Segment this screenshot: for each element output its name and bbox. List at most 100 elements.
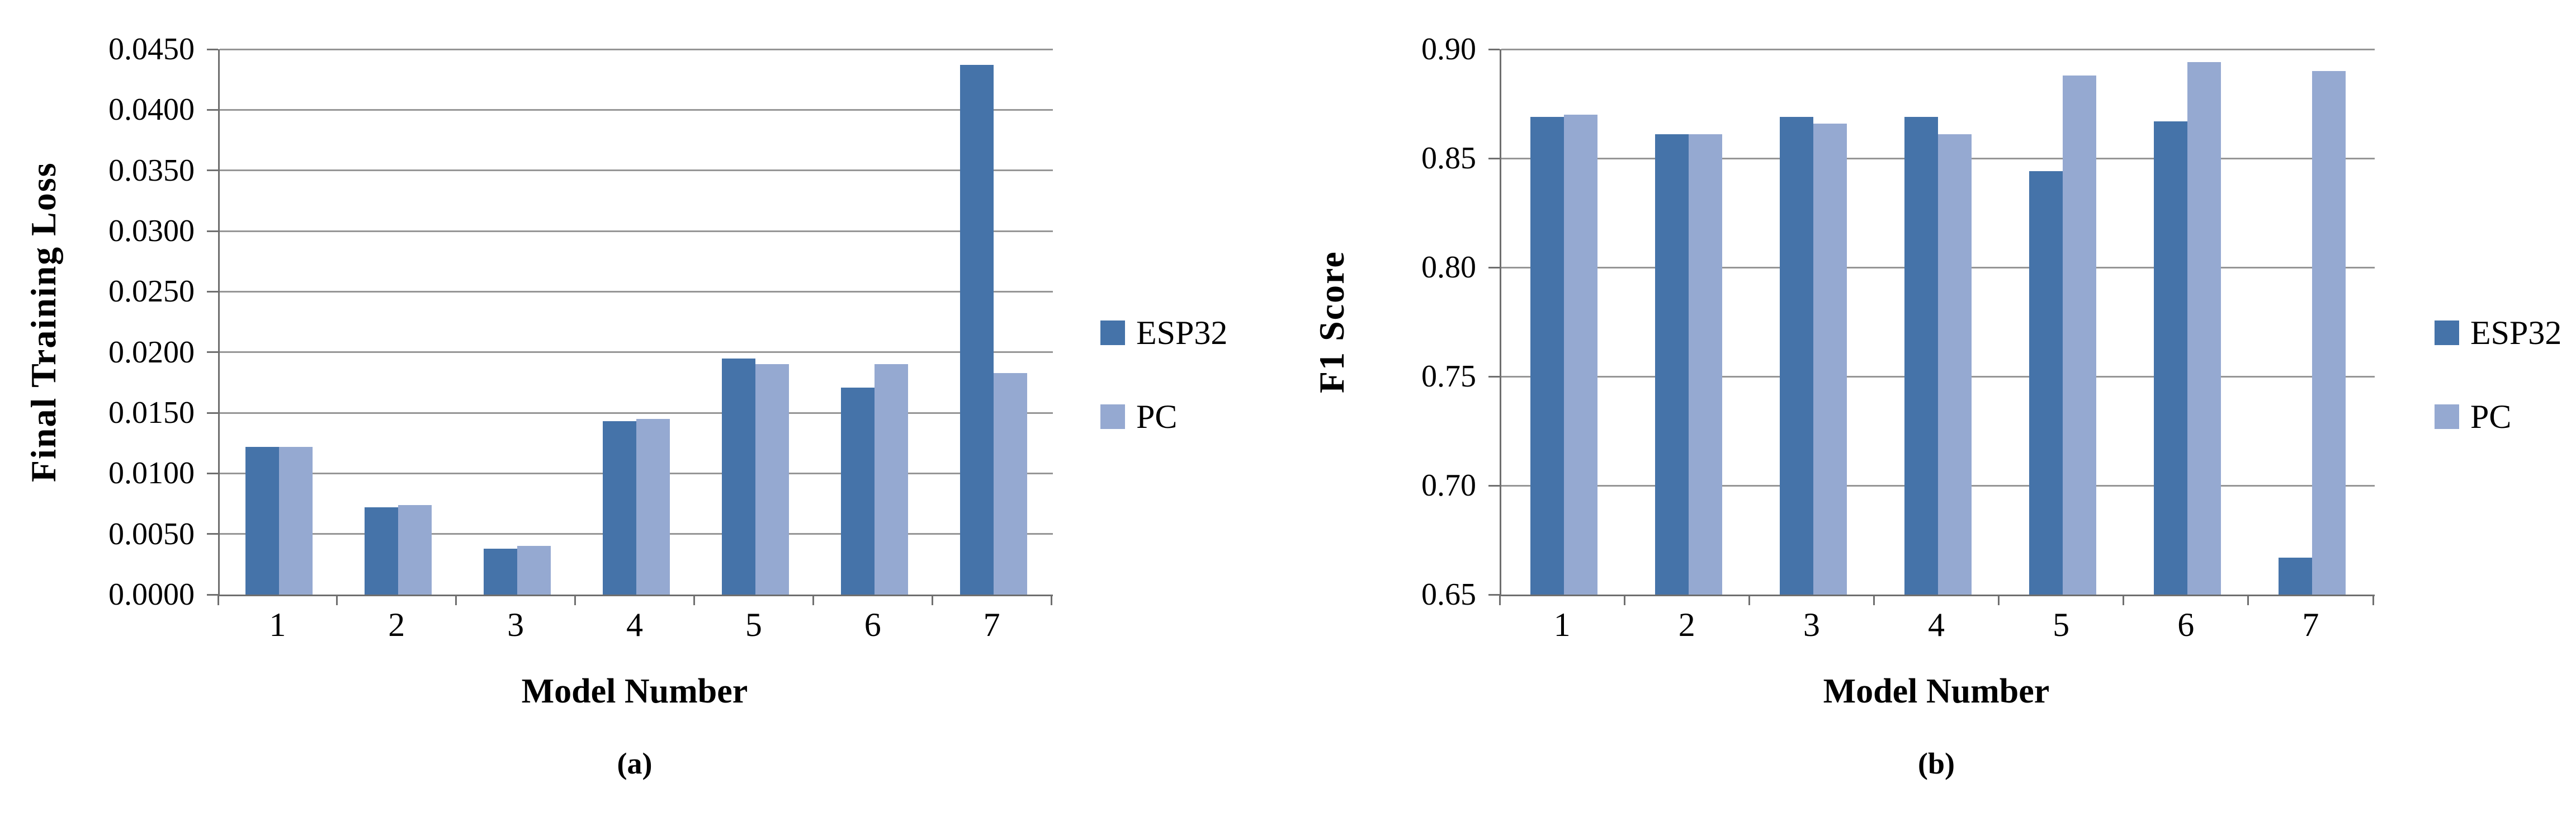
x-tick-label: 3 xyxy=(507,606,524,643)
legend-swatch-pc xyxy=(2435,404,2459,429)
bar-pc-model-4 xyxy=(636,418,670,595)
y-axis-tick xyxy=(1488,48,1500,50)
x-axis-tick xyxy=(2372,595,2374,605)
bar-pc-model-2 xyxy=(398,505,432,595)
bar-esp32-model-6 xyxy=(840,387,875,595)
x-axis-tick xyxy=(1748,595,1750,605)
y-tick-label: 0.75 xyxy=(1421,359,1476,394)
x-axis-tick xyxy=(574,595,576,605)
legend-label: PC xyxy=(1136,398,1178,435)
legend-swatch-esp32 xyxy=(2435,320,2459,345)
x-tick-label: 3 xyxy=(1803,606,1820,643)
bar-pc-model-4 xyxy=(1938,134,1972,595)
gridline xyxy=(220,169,1053,172)
y-tick-label: 0.0250 xyxy=(108,274,195,309)
x-tick-label: 7 xyxy=(2302,606,2319,643)
x-axis-tick xyxy=(1499,595,1501,605)
x-tick-label: 4 xyxy=(1927,606,1945,643)
x-tick-label: 6 xyxy=(2177,606,2195,643)
y-tick-label: 0.0300 xyxy=(108,214,195,248)
gridline xyxy=(1501,48,2375,50)
x-tick-label: 2 xyxy=(1678,606,1695,643)
y-axis-tick xyxy=(1488,266,1500,268)
y-axis-tick xyxy=(1488,484,1500,487)
gridline xyxy=(220,412,1053,414)
x-axis-tick xyxy=(336,595,338,605)
x-axis-tick xyxy=(217,595,219,605)
plot-area xyxy=(218,48,1053,596)
x-tick-label: 7 xyxy=(983,606,1000,643)
y-tick-label: 0.65 xyxy=(1421,577,1476,612)
x-tick-label: 1 xyxy=(1553,606,1571,643)
x-tick-label: 2 xyxy=(388,606,405,643)
gridline xyxy=(220,290,1053,293)
panel-caption: (a) xyxy=(617,747,653,780)
bar-esp32-model-1 xyxy=(245,446,280,595)
bar-esp32-model-7 xyxy=(959,65,994,595)
bar-esp32-model-4 xyxy=(1904,116,1938,595)
y-tick-label: 0.0450 xyxy=(108,32,195,67)
x-axis-tick xyxy=(2123,595,2125,605)
y-tick-label: 0.0350 xyxy=(108,153,195,188)
gridline xyxy=(220,351,1053,353)
x-axis-tick xyxy=(812,595,814,605)
x-axis-tick xyxy=(693,595,695,605)
bar-pc-model-5 xyxy=(2063,75,2097,595)
gridline xyxy=(220,48,1053,50)
y-tick-label: 0.85 xyxy=(1421,141,1476,176)
x-tick-label: 5 xyxy=(2053,606,2070,643)
legend-item-esp32: ESP32 xyxy=(1100,316,1227,350)
bar-esp32-model-5 xyxy=(721,358,755,595)
panel-caption: (b) xyxy=(1918,747,1955,780)
bar-pc-model-1 xyxy=(1563,115,1597,595)
bar-esp32-model-4 xyxy=(603,421,636,595)
bar-esp32-model-1 xyxy=(1530,116,1564,595)
y-tick-label: 0.0200 xyxy=(108,334,195,370)
y-axis-tick xyxy=(207,593,218,596)
y-tick-label: 0.0000 xyxy=(108,577,195,612)
y-axis-tick xyxy=(207,230,218,232)
y-tick-label: 0.80 xyxy=(1421,250,1476,285)
x-axis-tick xyxy=(1873,595,1875,605)
y-axis-tick xyxy=(207,472,218,474)
y-tick-label: 0.0100 xyxy=(108,456,195,491)
x-tick-label: 1 xyxy=(269,606,286,643)
bar-esp32-model-7 xyxy=(2279,557,2313,595)
legend-swatch-esp32 xyxy=(1100,320,1125,345)
bar-pc-model-6 xyxy=(874,364,908,595)
legend-label: ESP32 xyxy=(2470,314,2562,351)
x-axis-tick xyxy=(2247,595,2249,605)
y-axis-title: F1 Score xyxy=(1312,251,1351,393)
bar-esp32-model-5 xyxy=(2029,171,2063,595)
y-axis-tick xyxy=(207,48,218,50)
legend-label: PC xyxy=(2470,398,2512,435)
chart-panel-a: Final Training Loss Model Number ESP32 PC… xyxy=(23,32,1227,780)
legend-item-pc: PC xyxy=(1100,400,1227,433)
y-axis-tick xyxy=(207,533,218,535)
bar-esp32-model-6 xyxy=(2154,121,2188,595)
x-axis-tick xyxy=(1998,595,2000,605)
y-axis-tick xyxy=(1488,375,1500,378)
legend-item-esp32: ESP32 xyxy=(2435,316,2561,350)
y-axis-tick xyxy=(1488,593,1500,596)
chart-panel-b: F1 Score Model Number ESP32 PC (b) 0.65 0.… xyxy=(1288,0,2576,825)
legend: ESP32 PC xyxy=(1100,316,1227,484)
y-tick-label: 0.0400 xyxy=(108,92,195,128)
bar-pc-model-7 xyxy=(993,373,1027,595)
y-axis-tick xyxy=(207,290,218,293)
bar-esp32-model-3 xyxy=(1779,116,1813,595)
x-axis-tick xyxy=(1623,595,1625,605)
x-axis-tick xyxy=(455,595,457,605)
y-tick-label: 0.0150 xyxy=(108,395,195,430)
y-tick-label: 0.70 xyxy=(1421,468,1476,503)
bar-pc-model-3 xyxy=(517,546,551,595)
x-tick-label: 6 xyxy=(864,606,881,643)
y-axis-tick xyxy=(207,169,218,172)
y-axis-tick xyxy=(1488,157,1500,159)
gridline xyxy=(220,230,1053,232)
bar-esp32-model-2 xyxy=(365,507,399,595)
y-tick-label: 0.90 xyxy=(1421,32,1476,67)
legend: ESP32 PC xyxy=(2435,316,2561,484)
x-axis-tick xyxy=(1050,595,1052,605)
